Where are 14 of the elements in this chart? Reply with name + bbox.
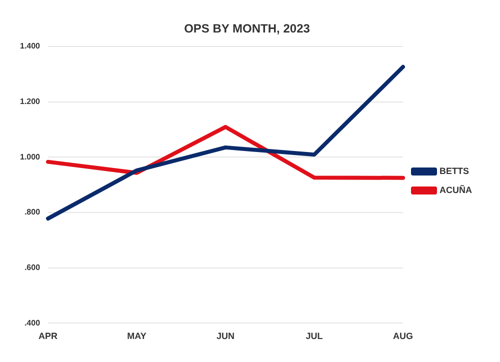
x-tick-label: MAY [127,331,146,342]
chart-title: OPS BY MONTH, 2023 [184,22,310,36]
x-tick-label: JUN [216,331,235,342]
x-tick-label: APR [38,331,58,342]
x-tick-label: JUL [306,331,324,342]
y-tick-label: .600 [24,263,41,272]
y-tick-label: 1.000 [20,152,41,162]
y-tick-label: 1.200 [20,96,41,106]
legend-label: BETTS [440,166,470,176]
y-tick-label: .400 [24,318,41,328]
x-tick-label: AUG [393,331,413,342]
y-tick-label: .800 [24,208,41,217]
legend-label: ACUÑA [440,184,472,195]
y-tick-label: 1.400 [20,42,41,51]
